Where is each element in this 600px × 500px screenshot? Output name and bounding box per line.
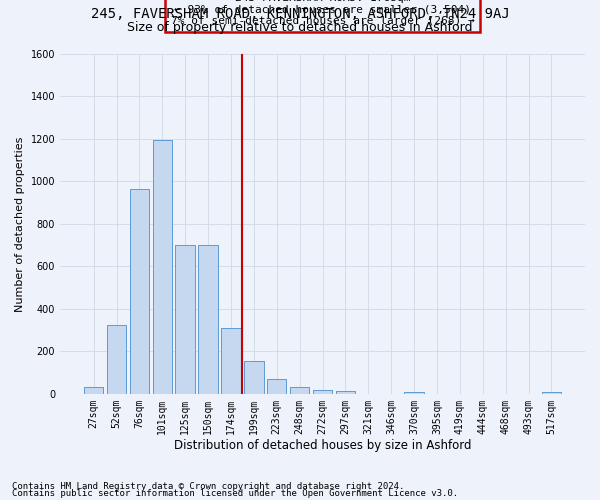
Bar <box>267 379 286 394</box>
Bar <box>221 328 241 394</box>
Bar <box>313 390 332 394</box>
Bar <box>175 245 195 394</box>
Text: 245 FAVERSHAM ROAD: 176sqm
← 93% of detached houses are smaller (3,504)
7% of se: 245 FAVERSHAM ROAD: 176sqm ← 93% of deta… <box>170 0 475 26</box>
Bar <box>244 361 263 394</box>
Bar <box>290 388 310 394</box>
Bar <box>152 140 172 394</box>
Bar <box>542 392 561 394</box>
X-axis label: Distribution of detached houses by size in Ashford: Distribution of detached houses by size … <box>174 440 471 452</box>
Bar <box>107 325 126 394</box>
Bar <box>130 189 149 394</box>
Text: Contains public sector information licensed under the Open Government Licence v3: Contains public sector information licen… <box>12 489 458 498</box>
Text: Size of property relative to detached houses in Ashford: Size of property relative to detached ho… <box>127 21 473 34</box>
Bar <box>404 392 424 394</box>
Y-axis label: Number of detached properties: Number of detached properties <box>15 136 25 312</box>
Text: Contains HM Land Registry data © Crown copyright and database right 2024.: Contains HM Land Registry data © Crown c… <box>12 482 404 491</box>
Bar <box>84 388 103 394</box>
Bar <box>335 390 355 394</box>
Text: 245, FAVERSHAM ROAD, KENNINGTON, ASHFORD, TN24 9AJ: 245, FAVERSHAM ROAD, KENNINGTON, ASHFORD… <box>91 8 509 22</box>
Bar <box>199 245 218 394</box>
